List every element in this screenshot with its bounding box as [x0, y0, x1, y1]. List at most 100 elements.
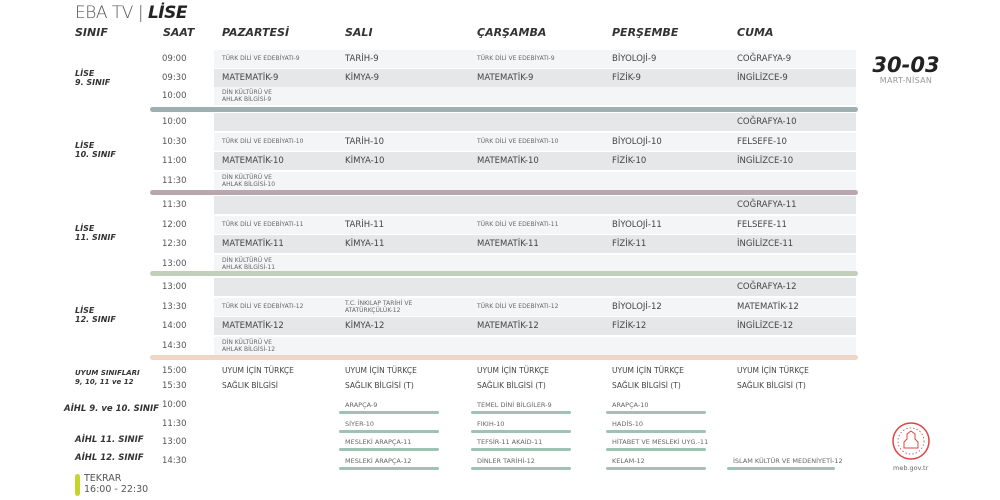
block-divider [150, 271, 858, 276]
lesson-cell: T.C. İNKILAP TARİHİ VE ATATÜRKÇÜLÜK-12 [345, 299, 413, 314]
col-header-day: CUMA [737, 26, 774, 39]
lesson-cell: MATEMATİK-10 [222, 156, 284, 166]
time-slot: 11:30 [162, 418, 187, 429]
lesson-cell: MATEMATİK-11 [477, 239, 539, 249]
lesson-cell: TÜRK DİLİ VE EDEBİYATI-10 [477, 137, 559, 145]
lesson-cell: TEMEL DİNİ BİLGİLER-9 [477, 401, 552, 409]
block-divider [150, 355, 858, 360]
lesson-underline [339, 411, 439, 414]
lesson-cell: KİMYA-11 [345, 239, 385, 249]
lesson-cell: SAĞLIK BİLGİSİ [222, 381, 278, 390]
lesson-cell: DİN KÜLTÜRÜ VE AHLAK BİLGİSİ-10 [222, 173, 276, 188]
lesson-underline [471, 466, 571, 470]
class-label: LİSE 9. SINIF [75, 68, 111, 87]
lesson-underline [606, 429, 706, 433]
lesson-cell: SİYER-10 [345, 419, 374, 428]
page-title: EBA TV | LİSE [75, 3, 187, 23]
lesson-underline [606, 411, 706, 414]
block-divider [150, 107, 858, 112]
lesson-cell: SAĞLIK BİLGİSİ (T) [612, 381, 681, 390]
lesson-cell: HİTABET VE MESLEKİ UYG.-11 [612, 438, 709, 446]
site-url: meb.gov.tr [893, 464, 929, 472]
lesson-cell: FELSEFE-11 [737, 219, 787, 230]
time-slot: 13:00 [162, 282, 187, 292]
time-slot: 11:30 [162, 200, 187, 210]
lesson-cell: TÜRK DİLİ VE EDEBİYATI-12 [477, 302, 559, 310]
time-slot: 13:00 [162, 437, 187, 447]
lesson-cell: DİN KÜLTÜRÜ VE AHLAK BİLGİSİ-11 [222, 256, 276, 271]
lesson-cell: FİZİK-9 [612, 72, 641, 83]
lesson-cell: TARİH-10 [345, 136, 385, 147]
time-slot: 15:00 [162, 366, 187, 376]
table-row [214, 196, 856, 214]
date-badge: 30-03 MART-NİSAN [868, 54, 944, 85]
table-row [214, 68, 856, 87]
lesson-cell: MATEMATİK-9 [222, 72, 279, 83]
lesson-underline [339, 466, 439, 470]
lesson-cell: BİYOLOJİ-11 [612, 219, 662, 230]
title-level: LİSE [147, 3, 188, 23]
lesson-underline [471, 448, 571, 451]
lesson-cell: İNGİLİZCE-12 [737, 321, 794, 331]
lesson-cell: UYUM İÇİN TÜRKÇE [345, 366, 417, 375]
time-slot: 10:30 [162, 136, 187, 147]
class-label: AİHL 12. SINIF [75, 453, 144, 463]
lesson-cell: İNGİLİZCE-11 [737, 239, 794, 249]
lesson-cell: UYUM İÇİN TÜRKÇE [222, 366, 294, 375]
col-header-day: ÇARŞAMBA [477, 26, 547, 39]
lesson-cell: İNGİLİZCE-9 [737, 72, 788, 83]
time-slot: 11:00 [162, 156, 187, 166]
lesson-cell: DİN KÜLTÜRÜ VE AHLAK BİLGİSİ-12 [222, 338, 276, 353]
lesson-cell: ARAPÇA-9 [345, 401, 378, 409]
lesson-cell: MATEMATİK-11 [222, 239, 284, 249]
lesson-underline [339, 429, 439, 433]
lesson-underline [606, 466, 706, 470]
time-slot: 09:00 [162, 54, 187, 64]
lesson-cell: MESLEKİ ARAPÇA-11 [345, 438, 412, 446]
lesson-cell: HADİS-10 [612, 419, 643, 428]
lesson-cell: DİN KÜLTÜRÜ VE AHLAK BİLGİSİ-9 [222, 89, 272, 103]
table-row [214, 113, 856, 131]
lesson-underline [471, 411, 571, 414]
class-label: UYUM SINIFLARI 9, 10, 11 ve 12 [75, 369, 140, 386]
col-header-time: SAAT [163, 26, 195, 39]
lesson-cell: KELAM-12 [612, 456, 645, 465]
lesson-cell: BİYOLOJİ-9 [612, 54, 657, 64]
class-label: LİSE 10. SINIF [75, 141, 116, 159]
lesson-cell: SAĞLIK BİLGİSİ (T) [345, 381, 414, 390]
time-slot: 14:00 [162, 321, 187, 331]
lesson-cell: İSLAM KÜLTÜR VE MEDENİYETİ-12 [733, 456, 843, 465]
brand: EBA TV | [75, 3, 144, 23]
class-label: LİSE 12. SINIF [75, 306, 116, 324]
lesson-cell: FIKIH-10 [477, 419, 505, 428]
lesson-cell: MESLEKİ ARAPÇA-12 [345, 456, 412, 465]
lesson-cell: COĞRAFYA-9 [737, 54, 792, 64]
lesson-cell: MATEMATİK-12 [737, 301, 799, 312]
time-slot: 14:30 [162, 455, 187, 466]
lesson-cell: TÜRK DİLİ VE EDEBİYATI-10 [222, 137, 304, 145]
lesson-cell: ARAPÇA-10 [612, 401, 649, 409]
lesson-underline [339, 448, 439, 451]
col-header-day: PAZARTESİ [222, 26, 290, 39]
lesson-cell: COĞRAFYA-11 [737, 200, 797, 210]
table-row [214, 317, 856, 335]
time-slot: 12:00 [162, 219, 187, 230]
lesson-cell: MATEMATİK-12 [477, 321, 539, 331]
table-row [214, 132, 856, 151]
class-label: AİHL 9. ve 10. SINIF [64, 404, 159, 414]
rerun-time: 16:00 - 22:30 [84, 484, 149, 495]
lesson-underline [727, 466, 835, 470]
lesson-cell: UYUM İÇİN TÜRKÇE [477, 366, 549, 375]
rerun-label: TEKRAR [84, 473, 122, 484]
lesson-cell: KİMYA-12 [345, 321, 385, 331]
lesson-cell: COĞRAFYA-10 [737, 117, 797, 127]
table-row [214, 50, 856, 68]
block-divider [150, 190, 858, 195]
lesson-cell: TARİH-9 [345, 54, 379, 64]
lesson-cell: MATEMATİK-10 [477, 156, 539, 166]
lesson-cell: TÜRK DİLİ VE EDEBİYATI-9 [222, 55, 300, 62]
time-slot: 09:30 [162, 72, 187, 83]
time-slot: 12:30 [162, 239, 187, 249]
date-month: MART-NİSAN [879, 76, 933, 85]
lesson-cell: MATEMATİK-12 [222, 321, 284, 331]
